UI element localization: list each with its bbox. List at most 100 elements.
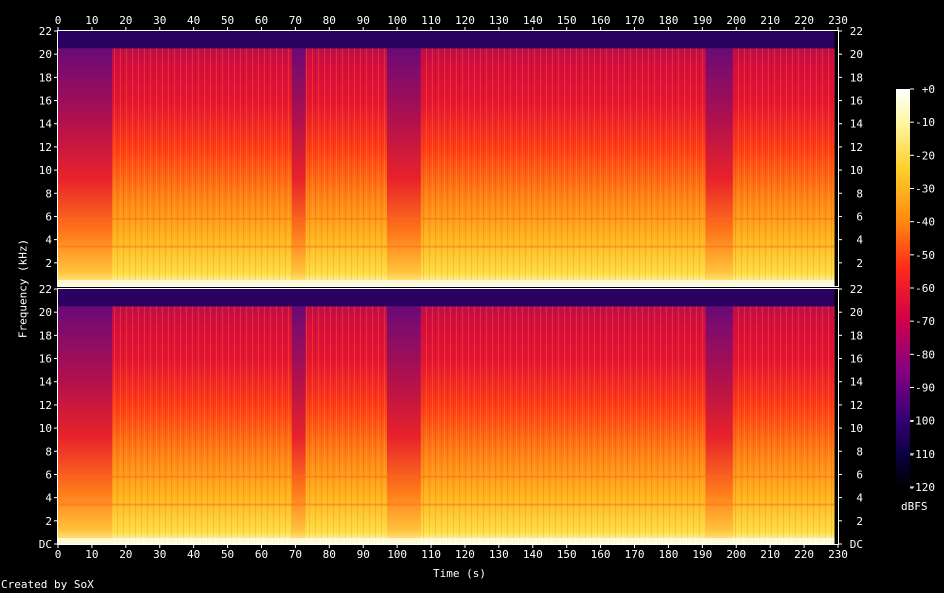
- x-tick-label-bottom: 170: [625, 548, 645, 561]
- x-tick-label-top: 190: [692, 14, 712, 27]
- channel-1-tail: [834, 31, 838, 286]
- x-tick-label-top: 180: [658, 14, 678, 27]
- credit-text: Created by SoX: [1, 578, 94, 591]
- y-tick-label-right: 20: [850, 48, 863, 61]
- y-tick-label-right: 18: [850, 71, 863, 84]
- x-tick-label-bottom: 130: [489, 548, 509, 561]
- channel-2-quiet-section: [58, 306, 113, 544]
- x-tick-label-top: 170: [625, 14, 645, 27]
- y-tick-label-left: 20: [39, 48, 52, 61]
- colorbar-scale: [896, 89, 910, 487]
- x-tick-label-bottom: 190: [692, 548, 712, 561]
- x-tick-label-top: 50: [221, 14, 234, 27]
- x-tick-label-bottom: 220: [794, 548, 814, 561]
- colorbar-tick-label: -60: [915, 282, 935, 295]
- y-tick-label-right: 4: [856, 234, 863, 247]
- y-tick-label-right: 6: [856, 468, 863, 481]
- y-tick-label-right: 8: [856, 187, 863, 200]
- channel-2-tone-band: [58, 503, 835, 506]
- channel-2-quiet-section: [386, 306, 421, 544]
- y-tick-label-left: 8: [45, 445, 52, 458]
- channel-1-tone-band: [58, 217, 835, 220]
- y-tick-label-left: 10: [39, 422, 52, 435]
- colorbar-tick-label: -10: [915, 116, 935, 129]
- x-tick-label-bottom: 70: [289, 548, 302, 561]
- colorbar-tick-label: -70: [915, 315, 935, 328]
- y-axis-label: Frequency (kHz): [16, 238, 30, 339]
- y-tick-label-left: 16: [39, 353, 52, 366]
- y-tick-label-right: 10: [850, 422, 863, 435]
- y-tick-label-left: 12: [39, 399, 52, 412]
- channel-2-tail: [834, 289, 838, 544]
- y-tick-label-left: 8: [45, 187, 52, 200]
- y-tick-label-right: 2: [856, 257, 863, 270]
- y-tick-label-left: 22: [39, 25, 52, 38]
- y-tick-label-right: 14: [850, 376, 864, 389]
- y-tick-label-left: 12: [39, 141, 52, 154]
- x-tick-label-bottom: 150: [557, 548, 577, 561]
- colorbar-tick-label: -80: [915, 348, 935, 361]
- y-tick-label-left: 2: [45, 515, 52, 528]
- x-tick-label-bottom: 0: [55, 548, 62, 561]
- x-tick-label-bottom: 10: [85, 548, 98, 561]
- y-tick-label-left: 18: [39, 329, 52, 342]
- y-tick-label-right: 10: [850, 164, 863, 177]
- colorbar-tick-label: -110: [909, 448, 936, 461]
- colorbar-tick-label: -20: [915, 149, 935, 162]
- x-tick-label-bottom: 140: [523, 548, 543, 561]
- colorbar-tick-label: +0: [922, 83, 935, 96]
- x-tick-label-top: 80: [323, 14, 336, 27]
- y-tick-label-right: 14: [850, 118, 864, 131]
- x-tick-label-top: 60: [255, 14, 268, 27]
- x-tick-label-bottom: 90: [357, 548, 370, 561]
- channel-1-tone-band: [58, 245, 835, 248]
- x-tick-label-bottom: 120: [455, 548, 475, 561]
- y-tick-label-right: 16: [850, 353, 863, 366]
- x-tick-label-top: 140: [523, 14, 543, 27]
- y-tick-label-left: 22: [39, 283, 52, 296]
- channel-1-frame: [57, 30, 839, 287]
- x-tick-label-bottom: 60: [255, 548, 268, 561]
- channel-2-frame: [57, 288, 839, 545]
- channel-1-quiet-section: [292, 48, 306, 286]
- y-tick-label-right: 4: [856, 492, 863, 505]
- x-tick-label-bottom: 180: [658, 548, 678, 561]
- y-tick-label-right: DC: [850, 538, 863, 551]
- channel-1-quiet-section: [58, 48, 113, 286]
- channel-2-quiet-section: [705, 306, 733, 544]
- y-tick-label-right: 2: [856, 515, 863, 528]
- x-tick-label-top: 130: [489, 14, 509, 27]
- x-tick-label-bottom: 100: [387, 548, 407, 561]
- y-tick-label-left: 6: [45, 468, 52, 481]
- x-tick-label-top: 90: [357, 14, 370, 27]
- x-tick-label-top: 230: [828, 14, 848, 27]
- x-tick-label-top: 30: [153, 14, 166, 27]
- channel-1-quiet-section: [705, 48, 733, 286]
- y-tick-label-right: 12: [850, 141, 863, 154]
- colorbar-tick-label: -50: [915, 249, 935, 262]
- x-tick-label-top: 110: [421, 14, 441, 27]
- colorbar-label: dBFS: [901, 500, 928, 513]
- x-tick-label-bottom: 210: [760, 548, 780, 561]
- colorbar-tick-label: -30: [915, 183, 935, 196]
- x-tick-label-bottom: 230: [828, 548, 848, 561]
- y-tick-label-right: 12: [850, 399, 863, 412]
- channel-2-low-energy: [58, 538, 835, 544]
- x-axis-label: Time (s): [433, 567, 486, 580]
- y-tick-label-left: 10: [39, 164, 52, 177]
- x-tick-label-bottom: 80: [323, 548, 336, 561]
- channel-2-tone-band: [58, 475, 835, 478]
- x-tick-label-bottom: 20: [119, 548, 132, 561]
- y-tick-label-left: 20: [39, 306, 52, 319]
- colorbar-tick-label: -40: [915, 216, 935, 229]
- x-tick-label-bottom: 160: [591, 548, 611, 561]
- y-tick-label-left: 4: [45, 492, 52, 505]
- x-tick-label-top: 40: [187, 14, 200, 27]
- channel-1-quiet-section: [386, 48, 421, 286]
- y-tick-label-right: 22: [850, 25, 863, 38]
- colorbar-tick-label: -120: [909, 481, 936, 494]
- y-tick-label-left: 6: [45, 210, 52, 223]
- y-tick-label-right: 6: [856, 210, 863, 223]
- x-tick-label-top: 0: [55, 14, 62, 27]
